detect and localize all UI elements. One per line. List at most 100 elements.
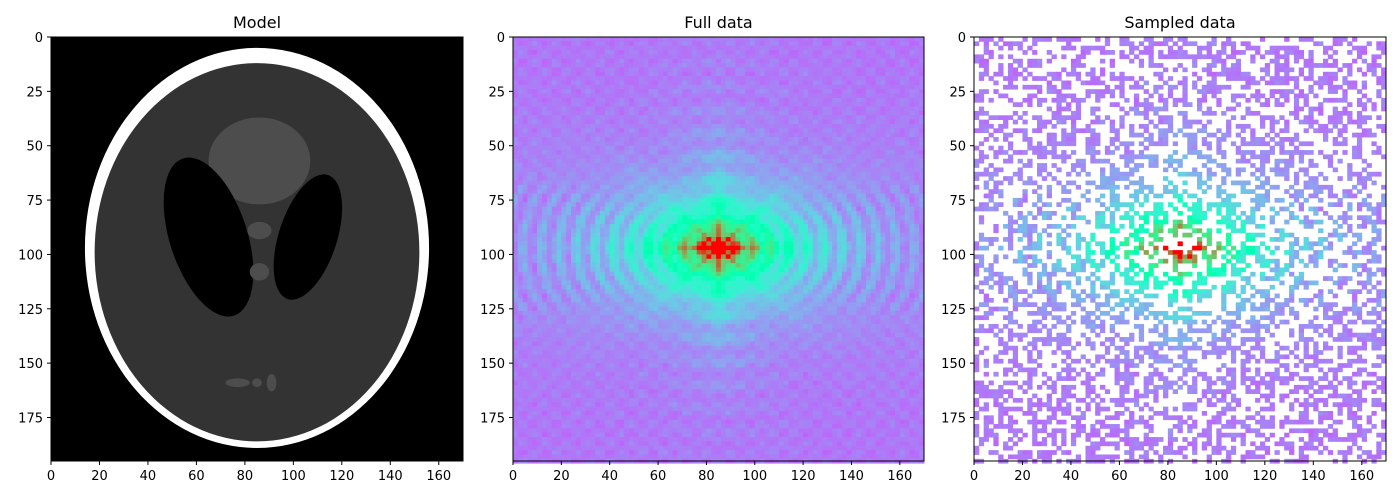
spectrum-cell bbox=[706, 267, 711, 272]
spectrum-cell bbox=[866, 63, 871, 68]
spectrum-cell bbox=[769, 111, 774, 116]
spectrum-cell bbox=[547, 94, 552, 99]
spectrum-cell bbox=[784, 176, 789, 181]
spectrum-cell bbox=[871, 233, 876, 238]
spectrum-cell bbox=[876, 76, 881, 81]
spectrum-cell bbox=[523, 111, 528, 116]
spectrum-cell bbox=[760, 111, 765, 116]
spectrum-cell bbox=[711, 254, 716, 259]
spectrum-cell bbox=[557, 76, 562, 81]
spectrum-cell bbox=[552, 59, 557, 64]
spectrum-cell bbox=[557, 80, 562, 85]
spectrum-cell bbox=[876, 194, 881, 199]
spectrum-cell bbox=[624, 272, 629, 277]
spectrum-cell bbox=[571, 176, 576, 181]
spectrum-cell bbox=[523, 189, 528, 194]
spectrum-cell bbox=[750, 159, 755, 164]
spectrum-cell bbox=[905, 215, 910, 220]
spectrum-cell bbox=[837, 241, 842, 246]
spectrum-cell bbox=[793, 211, 798, 216]
spectrum-cell bbox=[561, 163, 566, 168]
spectrum-cell bbox=[697, 202, 702, 207]
spectrum-cell bbox=[692, 198, 697, 203]
spectrum-cell bbox=[861, 281, 866, 286]
spectrum-cell bbox=[697, 111, 702, 116]
spectrum-cell bbox=[909, 50, 914, 55]
spectrum-cell bbox=[827, 228, 832, 233]
spectrum-cell bbox=[789, 120, 794, 125]
spectrum-cell bbox=[644, 111, 649, 116]
spectrum-cell bbox=[832, 172, 837, 177]
spectrum-cell bbox=[624, 54, 629, 59]
spectrum-cell bbox=[663, 185, 668, 190]
spectrum-cell bbox=[851, 133, 856, 138]
spectrum-cell bbox=[880, 263, 885, 268]
spectrum-cell bbox=[581, 41, 586, 46]
spectrum-cell bbox=[610, 146, 615, 151]
spectrum-cell bbox=[687, 94, 692, 99]
y-tick-label: 0 bbox=[35, 31, 43, 46]
spectrum-cell bbox=[610, 54, 615, 59]
spectrum-cell bbox=[808, 85, 813, 90]
spectrum-cell bbox=[721, 120, 726, 125]
spectrum-cell bbox=[711, 250, 716, 255]
spectrum-cell bbox=[876, 54, 881, 59]
spectrum-cell bbox=[692, 133, 697, 138]
spectrum-cell bbox=[769, 72, 774, 77]
spectrum-cell bbox=[784, 241, 789, 246]
spectrum-cell bbox=[779, 63, 784, 68]
spectrum-cell bbox=[682, 172, 687, 177]
spectrum-cell bbox=[895, 94, 900, 99]
spectrum-cell bbox=[561, 263, 566, 268]
spectrum-cell bbox=[798, 237, 803, 242]
spectrum-cell bbox=[793, 50, 798, 55]
spectrum-cell bbox=[750, 124, 755, 129]
spectrum-cell bbox=[861, 285, 866, 290]
spectrum-cell bbox=[542, 150, 547, 155]
spectrum-cell bbox=[523, 259, 528, 264]
spectrum-cell bbox=[663, 107, 668, 112]
spectrum-cell bbox=[755, 67, 760, 72]
spectrum-cell bbox=[764, 50, 769, 55]
spectrum-cell bbox=[726, 115, 731, 120]
spectrum-cell bbox=[909, 220, 914, 225]
spectrum-cell bbox=[760, 267, 765, 272]
spectrum-cell bbox=[605, 128, 610, 133]
spectrum-cell bbox=[639, 163, 644, 168]
spectrum-cell bbox=[885, 250, 890, 255]
spectrum-cell bbox=[755, 276, 760, 281]
spectrum-cell bbox=[610, 102, 615, 107]
spectrum-cell bbox=[755, 267, 760, 272]
spectrum-cell bbox=[518, 276, 523, 281]
spectrum-cell bbox=[905, 259, 910, 264]
spectrum-cell bbox=[774, 172, 779, 177]
spectrum-cell bbox=[653, 111, 658, 116]
spectrum-cell bbox=[779, 133, 784, 138]
spectrum-cell bbox=[581, 246, 586, 251]
spectrum-cell bbox=[837, 98, 842, 103]
spectrum-cell bbox=[885, 237, 890, 242]
spectrum-cell bbox=[595, 67, 600, 72]
spectrum-cell bbox=[687, 250, 692, 255]
spectrum-cell bbox=[571, 59, 576, 64]
spectrum-cell bbox=[557, 159, 562, 164]
spectrum-cell bbox=[513, 146, 518, 151]
spectrum-cell bbox=[590, 246, 595, 251]
spectrum-cell bbox=[803, 98, 808, 103]
spectrum-cell bbox=[764, 194, 769, 199]
spectrum-cell bbox=[726, 89, 731, 94]
spectrum-cell bbox=[663, 85, 668, 90]
spectrum-cell bbox=[731, 267, 736, 272]
spectrum-cell bbox=[523, 98, 528, 103]
spectrum-cell bbox=[528, 163, 533, 168]
spectrum-cell bbox=[682, 215, 687, 220]
spectrum-cell bbox=[668, 102, 673, 107]
spectrum-cell bbox=[547, 198, 552, 203]
spectrum-cell bbox=[880, 189, 885, 194]
spectrum-cell bbox=[668, 254, 673, 259]
spectrum-cell bbox=[644, 124, 649, 129]
spectrum-cell bbox=[624, 154, 629, 159]
spectrum-cell bbox=[644, 281, 649, 286]
spectrum-cell bbox=[890, 172, 895, 177]
spectrum-cell bbox=[586, 211, 591, 216]
